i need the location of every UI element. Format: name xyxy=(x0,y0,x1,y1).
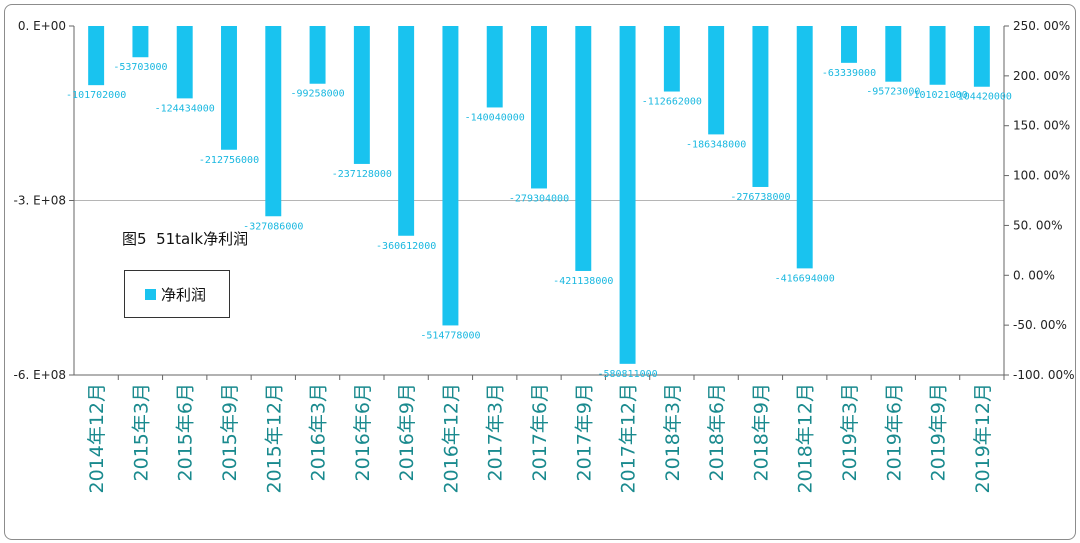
category-label: 2018年9月 xyxy=(750,383,772,481)
data-label: -186348000 xyxy=(686,139,746,150)
bar xyxy=(265,26,282,217)
bar xyxy=(708,26,725,135)
y-right-tick-label: -50. 00% xyxy=(1013,318,1067,332)
bar xyxy=(575,26,592,271)
bar xyxy=(221,26,237,150)
category-label: 2017年6月 xyxy=(529,383,551,481)
category-label: 2016年12月 xyxy=(440,383,462,494)
bar xyxy=(531,26,547,189)
y-right-tick-label: 50. 00% xyxy=(1013,218,1063,232)
legend-label: 净利润 xyxy=(161,285,207,304)
category-label: 2015年12月 xyxy=(263,383,285,494)
y-right-tick-label: 250. 00% xyxy=(1013,19,1070,33)
bar xyxy=(752,26,769,187)
bar xyxy=(132,26,149,58)
y-right-tick-label: 100. 00% xyxy=(1013,169,1070,183)
data-label: -112662000 xyxy=(642,97,702,108)
data-label: -237128000 xyxy=(332,169,392,180)
bar xyxy=(398,26,415,236)
y-left-tick-label: -6. E+08 xyxy=(14,368,67,382)
bar xyxy=(88,26,105,86)
bar xyxy=(619,26,636,364)
legend: 净利润 xyxy=(124,270,230,318)
data-label: -101021000 xyxy=(907,90,967,101)
bar xyxy=(663,26,680,92)
data-label: -53703000 xyxy=(113,62,167,73)
bar xyxy=(885,26,902,82)
category-label: 2019年9月 xyxy=(928,383,950,481)
y-left-tick-label: -3. E+08 xyxy=(14,194,67,208)
chart-title: 图5 51talk净利润 xyxy=(122,230,249,248)
category-label: 2016年3月 xyxy=(308,383,330,481)
category-label: 2017年12月 xyxy=(618,383,640,494)
bar xyxy=(442,26,459,326)
data-label: -416694000 xyxy=(775,273,835,284)
y-left-tick-label: 0. E+00 xyxy=(18,19,66,33)
data-label: -95723000 xyxy=(866,87,920,98)
y-right-tick-label: 0. 00% xyxy=(1013,268,1055,282)
data-label: -279304000 xyxy=(509,193,569,204)
data-label: -212756000 xyxy=(199,155,259,166)
bar xyxy=(841,26,857,63)
category-label: 2017年3月 xyxy=(485,383,507,481)
bar xyxy=(796,26,813,269)
category-label: 2015年3月 xyxy=(130,383,152,481)
data-label: -514778000 xyxy=(420,330,480,341)
category-label: 2015年6月 xyxy=(175,383,197,481)
category-label: 2017年9月 xyxy=(573,383,595,481)
data-label: -360612000 xyxy=(376,241,436,252)
bar xyxy=(353,26,370,164)
category-label: 2015年9月 xyxy=(219,383,241,481)
data-label: -99258000 xyxy=(290,89,344,100)
data-label: -580811000 xyxy=(597,369,657,380)
category-label: 2014年12月 xyxy=(86,383,108,494)
category-label: 2018年6月 xyxy=(706,383,728,481)
y-right-tick-label: 200. 00% xyxy=(1013,69,1070,83)
data-label: -124434000 xyxy=(155,103,215,114)
category-label: 2016年9月 xyxy=(396,383,418,481)
bar xyxy=(309,26,326,84)
data-label: -327086000 xyxy=(243,221,303,232)
data-label: -101702000 xyxy=(66,90,126,101)
bar xyxy=(176,26,193,99)
category-label: 2019年6月 xyxy=(883,383,905,481)
data-label: -140040000 xyxy=(465,112,525,123)
category-label: 2019年3月 xyxy=(839,383,861,481)
category-label: 2018年12月 xyxy=(795,383,817,494)
category-label: 2018年3月 xyxy=(662,383,684,481)
data-label: -104420000 xyxy=(952,92,1012,103)
data-label: -63339000 xyxy=(822,68,876,79)
data-label: -276738000 xyxy=(730,192,790,203)
category-label: 2019年12月 xyxy=(972,383,994,494)
bar xyxy=(973,26,990,87)
legend-swatch xyxy=(145,288,156,300)
bar xyxy=(486,26,503,108)
data-label: -421138000 xyxy=(553,276,613,287)
y-right-tick-label: -100. 00% xyxy=(1013,368,1075,382)
y-right-tick-label: 150. 00% xyxy=(1013,119,1070,133)
bar xyxy=(929,26,946,85)
category-label: 2016年6月 xyxy=(352,383,374,481)
